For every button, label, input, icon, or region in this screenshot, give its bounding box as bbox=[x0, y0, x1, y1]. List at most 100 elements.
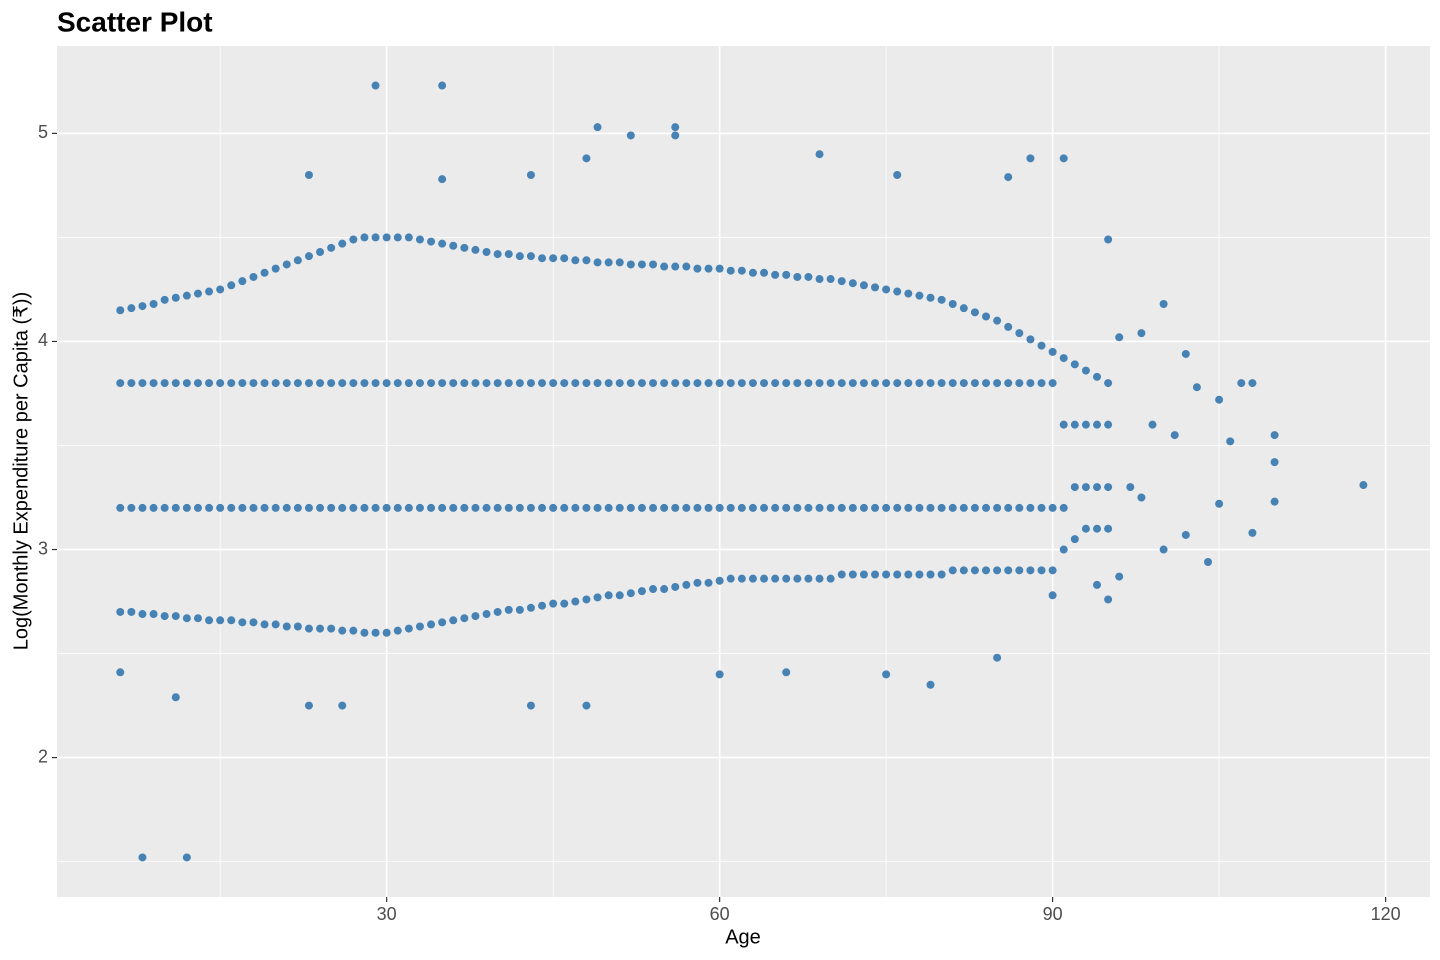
point bbox=[1026, 379, 1035, 388]
point bbox=[138, 302, 147, 311]
point bbox=[593, 503, 602, 512]
point bbox=[915, 503, 924, 512]
point bbox=[771, 270, 780, 279]
point bbox=[582, 701, 591, 710]
point bbox=[193, 289, 202, 298]
point bbox=[304, 701, 313, 710]
point bbox=[871, 570, 880, 579]
point bbox=[815, 503, 824, 512]
point bbox=[371, 233, 380, 242]
point bbox=[182, 291, 191, 300]
point bbox=[826, 275, 835, 284]
point bbox=[571, 597, 580, 606]
point bbox=[116, 607, 125, 616]
point bbox=[593, 379, 602, 388]
point bbox=[171, 503, 180, 512]
point bbox=[671, 379, 680, 388]
point bbox=[1093, 372, 1102, 381]
point bbox=[482, 610, 491, 619]
point bbox=[149, 503, 158, 512]
point bbox=[438, 618, 447, 627]
point bbox=[271, 264, 280, 273]
point bbox=[1104, 595, 1113, 604]
point bbox=[671, 503, 680, 512]
point bbox=[526, 379, 535, 388]
point bbox=[360, 379, 369, 388]
point bbox=[127, 607, 136, 616]
point bbox=[915, 379, 924, 388]
point bbox=[704, 503, 713, 512]
point bbox=[1137, 329, 1146, 338]
point bbox=[482, 503, 491, 512]
point bbox=[1081, 483, 1090, 492]
point bbox=[560, 599, 569, 608]
point bbox=[1270, 431, 1279, 440]
point bbox=[449, 616, 458, 625]
point bbox=[837, 277, 846, 286]
point bbox=[1015, 379, 1024, 388]
point bbox=[216, 285, 225, 294]
point bbox=[271, 620, 280, 629]
point bbox=[604, 379, 613, 388]
point bbox=[438, 175, 447, 184]
point bbox=[205, 287, 214, 296]
point bbox=[538, 379, 547, 388]
point bbox=[771, 503, 780, 512]
point bbox=[216, 503, 225, 512]
point bbox=[1048, 566, 1057, 575]
point bbox=[948, 503, 957, 512]
point bbox=[549, 379, 558, 388]
point bbox=[1081, 420, 1090, 429]
point bbox=[438, 379, 447, 388]
point bbox=[959, 379, 968, 388]
point bbox=[538, 503, 547, 512]
point bbox=[982, 379, 991, 388]
point bbox=[1159, 545, 1168, 554]
point bbox=[693, 379, 702, 388]
point bbox=[826, 379, 835, 388]
point bbox=[1104, 235, 1113, 244]
point bbox=[704, 264, 713, 273]
point bbox=[1148, 420, 1157, 429]
point bbox=[637, 260, 646, 269]
point bbox=[1004, 173, 1013, 182]
point bbox=[493, 607, 502, 616]
point bbox=[538, 254, 547, 263]
point bbox=[893, 570, 902, 579]
point bbox=[682, 379, 691, 388]
point bbox=[1037, 341, 1046, 350]
point bbox=[904, 503, 913, 512]
point bbox=[993, 566, 1002, 575]
point bbox=[1048, 347, 1057, 356]
point bbox=[582, 595, 591, 604]
x-tick-label: 60 bbox=[710, 904, 730, 924]
point bbox=[504, 503, 513, 512]
point bbox=[615, 591, 624, 600]
point bbox=[926, 680, 935, 689]
point bbox=[1059, 545, 1068, 554]
point bbox=[293, 256, 302, 265]
point bbox=[671, 582, 680, 591]
point bbox=[538, 601, 547, 610]
point bbox=[327, 243, 336, 252]
point bbox=[304, 171, 313, 180]
point bbox=[737, 574, 746, 583]
point bbox=[382, 628, 391, 637]
chart-title: Scatter Plot bbox=[57, 6, 213, 37]
point bbox=[1026, 335, 1035, 344]
point bbox=[793, 503, 802, 512]
point bbox=[815, 379, 824, 388]
point bbox=[249, 272, 258, 281]
point bbox=[682, 503, 691, 512]
point bbox=[116, 503, 125, 512]
point bbox=[871, 283, 880, 292]
point bbox=[848, 379, 857, 388]
x-tick-label: 120 bbox=[1371, 904, 1401, 924]
point bbox=[1059, 503, 1068, 512]
point bbox=[1059, 420, 1068, 429]
point bbox=[404, 379, 413, 388]
point bbox=[138, 853, 147, 862]
point bbox=[926, 570, 935, 579]
point bbox=[282, 503, 291, 512]
point bbox=[982, 566, 991, 575]
